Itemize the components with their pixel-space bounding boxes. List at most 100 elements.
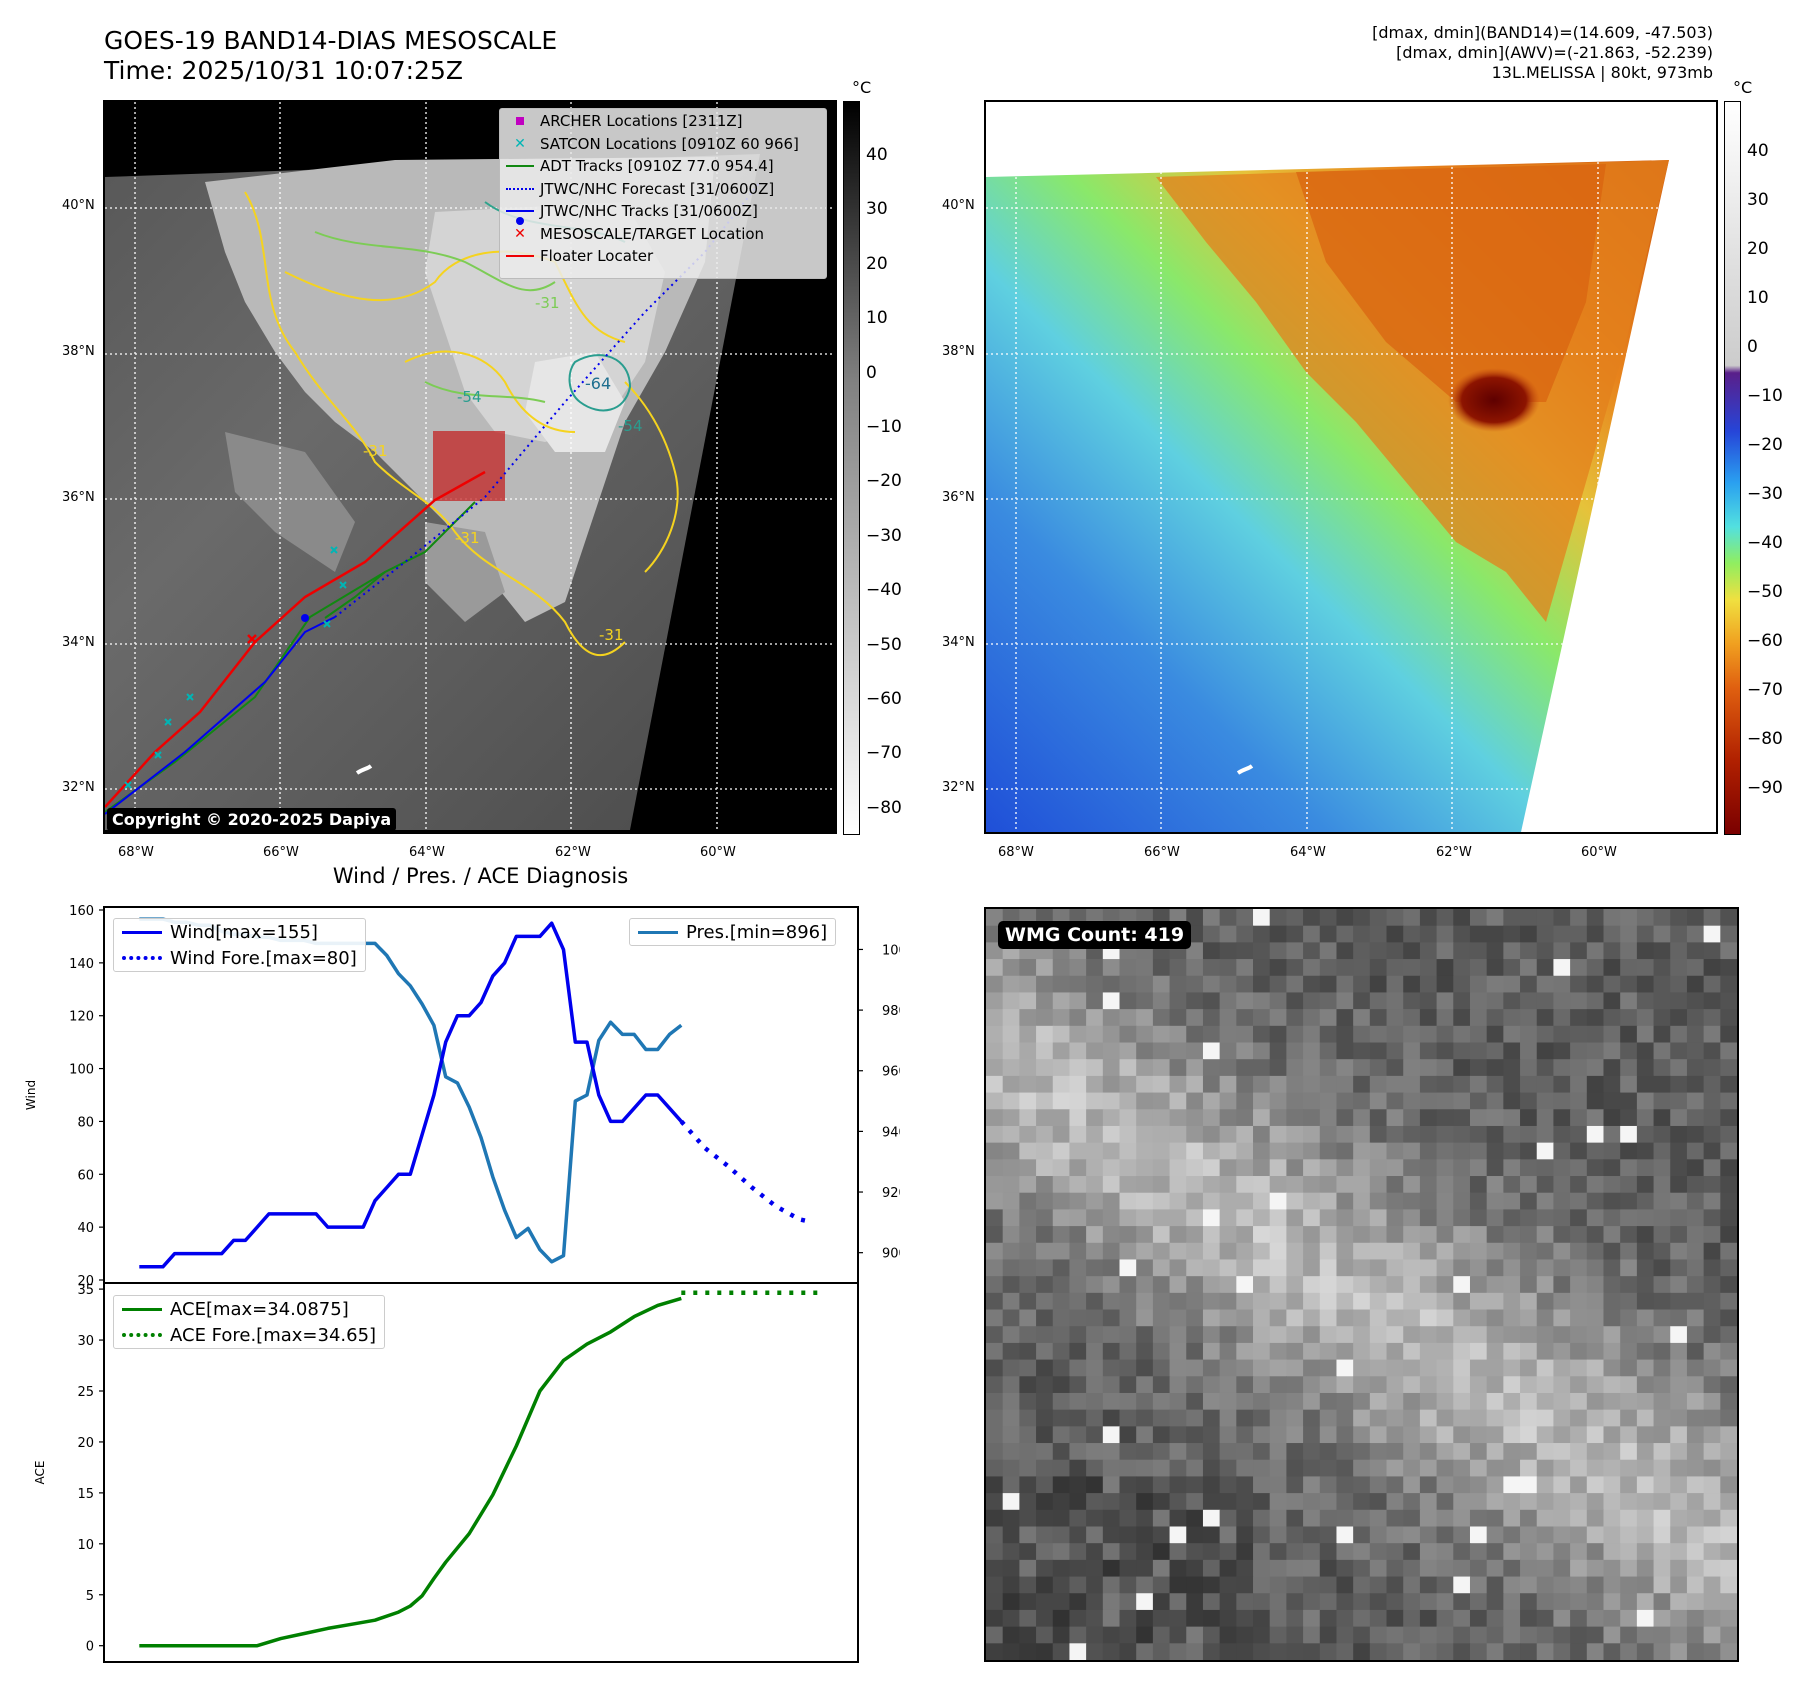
info-awv-range: [dmax, dmin](AWV)=(-21.863, -52.239): [1396, 43, 1713, 62]
dotted-line-icon: [122, 956, 162, 960]
wind-ytick-label: 120: [69, 1010, 94, 1025]
pressure-legend: Pres.[min=896]: [629, 918, 837, 946]
ace-ytick-label: 5: [86, 1589, 94, 1604]
color-colorbar-tick: 20: [1747, 239, 1769, 259]
pressure-ytick-label: 940: [882, 1125, 900, 1140]
lat-label: 34°N: [942, 635, 975, 650]
color-colorbar-tick: −40: [1747, 533, 1783, 553]
ace-ytick-label: 10: [77, 1538, 94, 1553]
wmg-panel: WMG Count: 419: [984, 907, 1739, 1662]
pressure-ytick-label: 980: [882, 1004, 900, 1019]
x-marker-icon: ✕: [514, 225, 526, 242]
wind-ytick-label: 40: [77, 1221, 94, 1236]
lat-label: 40°N: [942, 198, 975, 213]
legend-jtwc-forecast: JTWC/NHC Forecast [31/0600Z]: [500, 178, 826, 201]
lat-label: 34°N: [62, 635, 95, 650]
lat-label: 36°N: [62, 490, 95, 505]
wind-axis-label: Wind: [24, 1080, 38, 1110]
gray-colorbar-tick: −60: [866, 689, 902, 709]
lon-label: 64°W: [409, 845, 445, 860]
color-colorbar-tick: −10: [1747, 386, 1783, 406]
legend-ace: ACE[max=34.0875]: [114, 1296, 384, 1322]
contour-label: -31: [363, 442, 388, 460]
line-marker-icon: [638, 930, 678, 934]
gray-colorbar-unit: °C: [852, 78, 872, 97]
ace-axes-frame: [103, 1282, 859, 1663]
ace-ytick-label: 20: [77, 1436, 94, 1451]
wind-ytick-label: 60: [77, 1168, 94, 1183]
legend-ace-forecast: ACE Fore.[max=34.65]: [114, 1322, 384, 1348]
gray-colorbar-tick: 40: [866, 145, 888, 165]
color-colorbar-tick: 30: [1747, 190, 1769, 210]
contour-label: -64: [585, 374, 612, 393]
square-marker-icon: [516, 117, 524, 126]
enhanced-map-image: [986, 102, 1716, 832]
color-colorbar: [1724, 101, 1741, 835]
ace-ytick-label: 35: [77, 1283, 94, 1298]
lon-label: 60°W: [700, 845, 736, 860]
legend-jtwc-tracks: JTWC/NHC Tracks [31/0600Z]: [500, 200, 826, 226]
diagnosis-title: Wind / Pres. / ACE Diagnosis: [332, 864, 629, 888]
wind-ytick-label: 160: [69, 904, 94, 919]
gray-colorbar-tick: −70: [866, 743, 902, 764]
wind-ytick-label: 20: [77, 1274, 94, 1289]
lat-label: 38°N: [62, 344, 95, 359]
color-colorbar-tick: −80: [1747, 729, 1783, 749]
lon-label: 68°W: [998, 845, 1034, 860]
wind-ytick-label: 80: [77, 1115, 94, 1130]
ace-series-line: [139, 1296, 682, 1648]
ace-axis-label: ACE: [33, 1461, 47, 1485]
color-colorbar-tick: 40: [1747, 141, 1769, 161]
contour-label: -31: [535, 294, 560, 312]
wind-ytick-label: 100: [69, 1063, 94, 1078]
color-colorbar-unit: °C: [1733, 78, 1753, 97]
ir-map-panel: -31 -54 -64 -54 -31 -31 -31 ARCHER Locat…: [103, 100, 837, 834]
contour-label: -54: [457, 388, 482, 406]
color-colorbar-tick: −90: [1747, 778, 1783, 798]
gray-colorbar-tick: −10: [866, 417, 902, 437]
legend-pressure: Pres.[min=896]: [630, 919, 835, 945]
lon-label: 66°W: [263, 845, 299, 860]
lat-label: 38°N: [942, 344, 975, 359]
x-marker-icon: ✕: [514, 135, 526, 152]
lon-label: 68°W: [118, 845, 154, 860]
gray-colorbar-tick: 10: [866, 308, 888, 329]
legend-wind-forecast: Wind Fore.[max=80]: [114, 945, 365, 971]
contour-label: -31: [455, 529, 480, 547]
gray-colorbar-tick: −20: [866, 471, 902, 492]
wmg-count-badge: WMG Count: 419: [998, 921, 1192, 949]
legend-archer: ARCHER Locations [2311Z]: [500, 110, 826, 133]
figure-time: Time: 2025/10/31 10:07:25Z: [104, 56, 463, 85]
lat-label: 40°N: [62, 198, 95, 213]
lon-label: 64°W: [1290, 845, 1326, 860]
line-marker-icon: [122, 930, 162, 934]
ace-ytick-label: 25: [77, 1385, 94, 1400]
lon-label: 66°W: [1144, 845, 1180, 860]
lat-label: 36°N: [942, 490, 975, 505]
legend-wind: Wind[max=155]: [114, 919, 365, 945]
color-colorbar-tick: −60: [1747, 631, 1783, 651]
legend-satcon: ✕ SATCON Locations [0910Z 60 966]: [500, 133, 826, 156]
lon-label: 62°W: [555, 845, 591, 860]
wmg-image: [986, 909, 1737, 1660]
gray-colorbar: [843, 101, 860, 835]
gray-colorbar-tick: −30: [866, 525, 902, 546]
line-marker-icon: [122, 1307, 162, 1311]
color-colorbar-tick: 10: [1747, 288, 1769, 308]
ace-ytick-label: 15: [77, 1487, 94, 1502]
gray-colorbar-tick: −50: [866, 634, 902, 655]
wind-ytick-label: 140: [69, 957, 94, 972]
gray-colorbar-tick: −80: [866, 797, 902, 818]
info-band14-range: [dmax, dmin](BAND14)=(14.609, -47.503): [1372, 23, 1713, 42]
lon-label: 62°W: [1436, 845, 1472, 860]
lat-label: 32°N: [942, 780, 975, 795]
pressure-ytick-label: 960: [882, 1065, 900, 1080]
pressure-ytick-label: 900: [882, 1247, 900, 1262]
gray-colorbar-tick: 20: [866, 253, 888, 274]
wind-series-line: [139, 921, 683, 1269]
wmg-pixel-grid: [986, 909, 1737, 1660]
dotted-line-icon: [122, 1333, 162, 1337]
color-colorbar-tick: −30: [1747, 484, 1783, 504]
figure-title: GOES-19 BAND14-DIAS MESOSCALE: [104, 26, 558, 55]
ace-ytick-label: 30: [77, 1334, 94, 1349]
